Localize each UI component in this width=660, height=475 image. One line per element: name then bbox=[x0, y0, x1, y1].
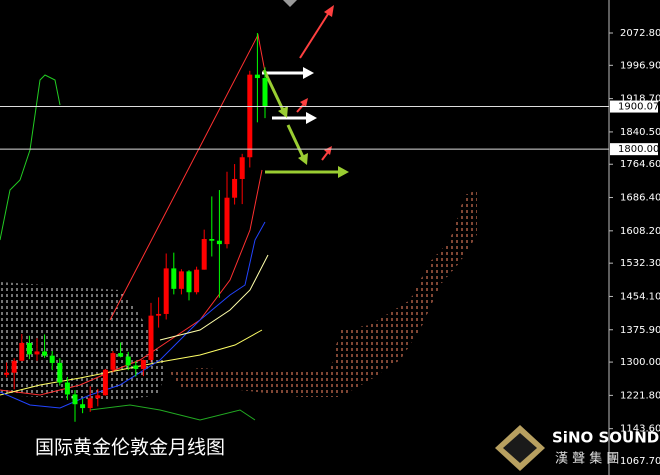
candle-body bbox=[72, 394, 78, 405]
candle-body bbox=[87, 398, 93, 409]
price-label: 1800.00 bbox=[618, 144, 659, 155]
candle-body bbox=[178, 271, 184, 289]
y-tick-label: 1996.90 bbox=[620, 60, 660, 71]
y-tick-label: 1221.80 bbox=[620, 390, 660, 401]
candle-body bbox=[34, 351, 40, 355]
logo: SiNO SOUND 漢 聲 集 團 bbox=[495, 425, 659, 471]
price-label-box bbox=[610, 100, 658, 113]
candle-body bbox=[57, 362, 63, 383]
arrow bbox=[262, 69, 285, 111]
arrow bbox=[296, 103, 305, 113]
blue-line bbox=[0, 221, 266, 409]
candle-body bbox=[26, 342, 32, 355]
candle-body bbox=[140, 359, 146, 369]
lagging-line bbox=[89, 404, 256, 421]
candle-body bbox=[171, 268, 177, 289]
arrow-head bbox=[338, 166, 349, 178]
arrow-head bbox=[306, 112, 317, 124]
y-tick-label: 1300.00 bbox=[620, 357, 660, 368]
channel-line bbox=[109, 33, 266, 321]
arrow-head bbox=[300, 98, 308, 107]
y-tick-label: 1532.30 bbox=[620, 258, 660, 269]
candle-body bbox=[262, 78, 268, 107]
candle-body bbox=[224, 197, 230, 245]
candle-body bbox=[247, 74, 253, 158]
candle-body bbox=[95, 395, 101, 399]
candle-body bbox=[80, 404, 86, 409]
candle-body bbox=[156, 313, 162, 316]
candle-body bbox=[148, 315, 154, 360]
y-tick-label: 1764.60 bbox=[620, 159, 660, 170]
candle-body bbox=[102, 369, 108, 396]
candle-body bbox=[49, 355, 55, 363]
price-label-box bbox=[610, 143, 658, 156]
y-tick-label: 1143.60 bbox=[620, 424, 660, 435]
candle-body bbox=[186, 271, 192, 293]
yellow-line bbox=[0, 329, 263, 396]
brand-sub: 漢 聲 集 團 bbox=[555, 451, 619, 467]
chart-title: 国际黄金伦敦金月线图 bbox=[35, 437, 225, 459]
candle-body bbox=[110, 353, 116, 370]
arrow bbox=[286, 124, 305, 158]
y-tick-label: 1686.40 bbox=[620, 193, 660, 204]
y-tick-label: 1375.90 bbox=[620, 325, 660, 336]
cloud-right bbox=[170, 190, 477, 397]
candle-body bbox=[4, 372, 10, 375]
ichimoku-cloud bbox=[0, 190, 477, 400]
indicator-lines bbox=[0, 33, 269, 421]
y-tick-label: 1067.70 bbox=[620, 456, 660, 467]
price-label: 1900.07 bbox=[618, 102, 659, 113]
green-line bbox=[0, 74, 61, 241]
light-line bbox=[159, 254, 269, 341]
candle-body bbox=[216, 240, 222, 245]
arrow-head bbox=[278, 106, 288, 118]
candle-body bbox=[209, 239, 215, 241]
arrow-head bbox=[298, 153, 308, 165]
candle-body bbox=[194, 269, 200, 293]
candle-body bbox=[239, 157, 245, 179]
candle-body bbox=[201, 239, 207, 270]
y-tick-label: 1840.50 bbox=[620, 127, 660, 138]
red-line bbox=[0, 169, 263, 396]
brand: SiNO SOUND bbox=[552, 429, 659, 447]
arrow bbox=[299, 13, 329, 59]
logo-inner bbox=[503, 433, 537, 463]
y-tick-label: 1454.10 bbox=[620, 291, 660, 302]
y-tick-label: 2072.80 bbox=[620, 28, 660, 39]
candle-body bbox=[125, 356, 131, 366]
candle-body bbox=[64, 382, 70, 395]
arrow bbox=[321, 151, 329, 161]
scroll-marker bbox=[283, 0, 297, 7]
arrow-head bbox=[303, 67, 314, 79]
candle-body bbox=[42, 351, 48, 356]
arrow-head bbox=[324, 5, 334, 17]
candle-body bbox=[11, 360, 17, 373]
candle-body bbox=[163, 268, 169, 314]
candle-body bbox=[254, 74, 260, 79]
arrow-head bbox=[324, 146, 332, 155]
candle-body bbox=[133, 365, 139, 369]
candle-body bbox=[232, 178, 238, 198]
arrows bbox=[262, 0, 349, 178]
y-tick-label: 1608.20 bbox=[620, 226, 660, 237]
candle-body bbox=[19, 342, 25, 361]
cloud-left bbox=[0, 282, 165, 400]
y-tick-label: 1918.70 bbox=[620, 94, 660, 105]
candle-body bbox=[118, 353, 124, 357]
